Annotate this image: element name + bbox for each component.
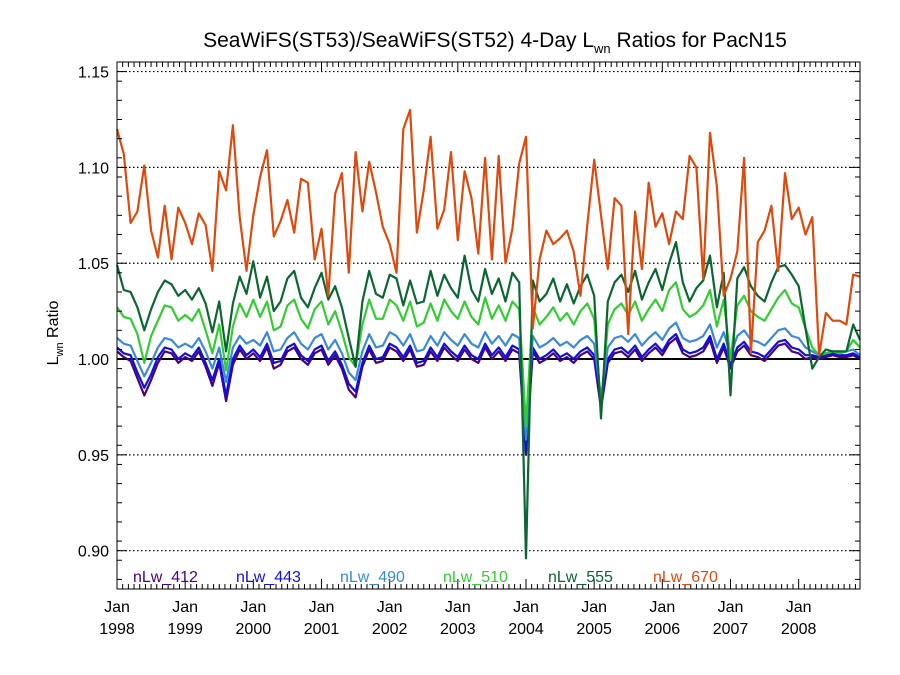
x-tick-label-year-2006: 2006 <box>645 621 681 638</box>
x-tick-label-year-2005: 2005 <box>576 621 612 638</box>
x-tick-label-year-2007: 2007 <box>713 621 749 638</box>
chart-title: SeaWiFS(ST53)/SeaWiFS(ST52) 4-Day Lwn Ra… <box>203 29 787 56</box>
y-tick-labels: 0.90 0.95 1.00 1.05 1.10 1.15 <box>78 65 109 561</box>
series-line-nLw_670 <box>115 108 861 357</box>
axis-ticks <box>116 61 860 589</box>
x-tick-label-month-2004: Jan <box>513 599 539 616</box>
x-tick-label-year-2000: 2000 <box>236 621 272 638</box>
legend-label-nLw_490: nLw_490 <box>340 569 405 586</box>
legend: nLw_412 nLw_443 nLw_490 nLw_510 nLw_555 nLw_6… <box>133 569 718 586</box>
x-tick-label-year-2002: 2002 <box>372 621 408 638</box>
x-tick-label-month-2001: Jan <box>309 599 335 616</box>
y-axis-label: Lwn Ratio <box>45 301 66 366</box>
y-tick-label-0.95: 0.95 <box>78 448 109 465</box>
x-tick-label-month-2005: Jan <box>581 599 607 616</box>
x-tick-label-year-1998: 1998 <box>99 621 135 638</box>
x-tick-label-month-2003: Jan <box>445 599 471 616</box>
y-tick-label-1.10: 1.10 <box>78 160 109 177</box>
x-tick-label-month-1999: Jan <box>172 599 198 616</box>
y-tick-label-0.90: 0.90 <box>78 544 109 561</box>
x-tick-label-year-1999: 1999 <box>167 621 203 638</box>
x-tick-labels: Jan 1998 Jan 1999 Jan 2000 Jan 2001 Jan 2002 Jan 20… <box>99 599 816 638</box>
x-tick-label-month-2006: Jan <box>649 599 675 616</box>
x-tick-label-month-2007: Jan <box>718 599 744 616</box>
y-tick-label-1.00: 1.00 <box>78 352 109 369</box>
legend-label-nLw_412: nLw_412 <box>133 569 198 586</box>
series-line-nLw_490 <box>116 321 861 441</box>
series-line-nLw_555 <box>115 241 862 560</box>
legend-label-nLw_443: nLw_443 <box>236 569 301 586</box>
x-tick-label-month-1998: Jan <box>104 599 130 616</box>
y-tick-label-1.05: 1.05 <box>78 256 109 273</box>
x-tick-label-year-2004: 2004 <box>508 621 544 638</box>
x-tick-label-year-2008: 2008 <box>781 621 817 638</box>
legend-label-nLw_555: nLw_555 <box>548 569 613 586</box>
plot-frame <box>116 61 861 590</box>
y-tick-label-1.15: 1.15 <box>78 65 109 82</box>
series-group <box>115 108 862 560</box>
series-line-nLw_412 <box>116 336 861 456</box>
x-tick-label-month-2008: Jan <box>786 599 812 616</box>
legend-label-nLw_510: nLw_510 <box>443 569 508 586</box>
legend-label-nLw_670: nLw_670 <box>653 569 718 586</box>
x-tick-label-month-2000: Jan <box>240 599 266 616</box>
x-tick-label-month-2002: Jan <box>377 599 403 616</box>
x-tick-label-year-2001: 2001 <box>304 621 340 638</box>
x-tick-label-year-2003: 2003 <box>440 621 476 638</box>
series-line-nLw_443 <box>116 333 861 453</box>
